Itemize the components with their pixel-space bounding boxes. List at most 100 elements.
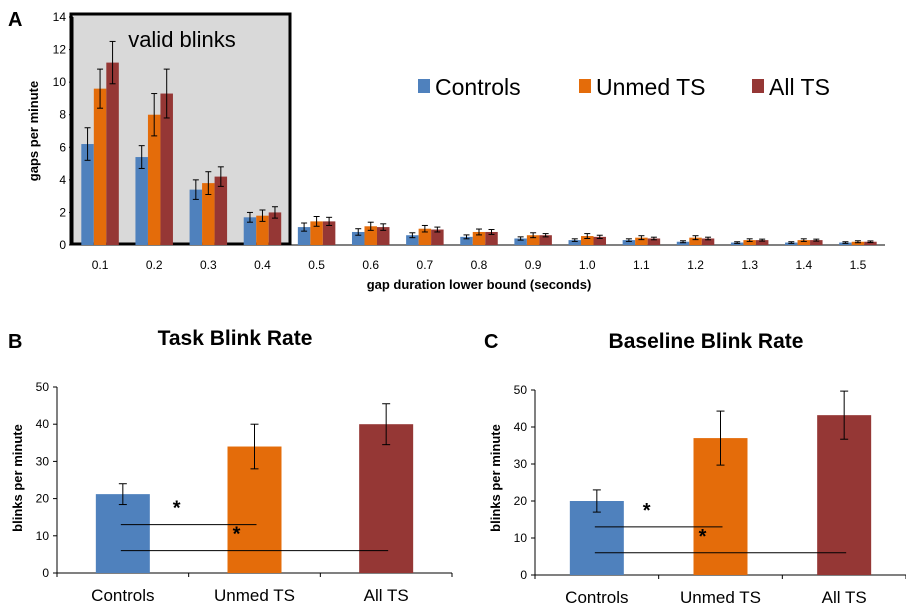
y-tick-label-c: 50: [514, 383, 528, 397]
y-tick-label-c: 20: [514, 494, 528, 508]
bar-a-all-ts: [593, 236, 607, 245]
bar-a-controls: [676, 241, 690, 245]
legend-label-unmed-ts: Unmed TS: [596, 74, 706, 100]
bar-a-all-ts: [810, 240, 823, 245]
x-tick-label-a: 0.1: [92, 258, 109, 272]
x-tick-label-a: 0.8: [471, 258, 488, 272]
x-tick-label-a: 1.5: [850, 258, 867, 272]
plot-b: 0 10 20 30 40 50 Controls Unmed TS All TS * * blink…: [10, 380, 453, 605]
legend-swatch-unmed-ts: [579, 79, 591, 93]
y-tick-label-c: 10: [514, 531, 528, 545]
x-tick-label-a: 0.2: [146, 258, 163, 272]
chart-title-c: Baseline Blink Rate: [609, 330, 804, 353]
bar-a-controls: [514, 238, 527, 245]
x-tick-label-a: 1.2: [687, 258, 704, 272]
x-tick-label-c: Controls: [565, 588, 628, 607]
bar-a-unmed-ts: [202, 183, 215, 245]
panel-label-a: A: [8, 9, 22, 31]
bar-a-all-ts: [160, 93, 173, 246]
x-tick-label-a: 0.5: [308, 258, 325, 272]
y-tick-label-a: 0: [59, 238, 66, 252]
bar-a-all-ts: [647, 238, 661, 245]
y-tick-label-a: 10: [53, 75, 67, 89]
y-tick-label-b: 40: [36, 417, 50, 431]
x-tick-label-b: All TS: [364, 586, 409, 605]
y-tick-label-a: 6: [59, 140, 66, 154]
bar-a-controls: [406, 235, 419, 245]
y-tick-label-a: 8: [59, 108, 66, 122]
bar-a-controls: [351, 231, 365, 245]
bar-a-controls: [568, 240, 582, 245]
bar-a-all-ts: [431, 229, 444, 245]
bar-a-all-ts: [106, 62, 119, 245]
bar-a-all-ts: [322, 221, 336, 245]
bar-a-all-ts: [701, 238, 715, 245]
bar-a-unmed-ts: [310, 221, 323, 245]
y-tick-label-c: 40: [514, 420, 528, 434]
x-tick-label-a: 1.0: [579, 258, 596, 272]
y-tick-label-b: 30: [36, 454, 50, 468]
bar-a-unmed-ts: [93, 88, 107, 246]
y-tick-label-b: 10: [36, 529, 50, 543]
x-tick-label-b: Unmed TS: [214, 586, 295, 605]
bar-a-unmed-ts: [472, 231, 486, 245]
bar-a-unmed-ts: [689, 237, 702, 245]
y-tick-label-b: 20: [36, 492, 50, 506]
x-tick-label-a: 0.7: [417, 258, 434, 272]
bar-a-unmed-ts: [635, 237, 648, 245]
x-tick-label-a: 0.4: [254, 258, 271, 272]
bar-a-all-ts: [268, 212, 282, 245]
bar-a-controls: [243, 217, 257, 245]
bar-a-unmed-ts: [364, 226, 377, 245]
bar-a-controls: [460, 236, 473, 245]
plot-a: valid blinks 0 2 4 6 8 10 12 14 0.1 0.2 0.3 0.4 0.5 0.…: [26, 10, 885, 292]
bar-a-controls: [135, 157, 148, 245]
plot-c: 0 10 20 30 40 50 Controls Unmed TS All TS * * blink…: [488, 383, 906, 607]
y-tick-label-a: 4: [59, 173, 66, 187]
y-tick-label-a: 14: [53, 10, 67, 24]
bar-a-unmed-ts: [418, 228, 432, 245]
bar-c-all-ts: [817, 415, 872, 575]
bar-a-controls: [622, 240, 636, 245]
bar-a-all-ts: [864, 241, 877, 245]
bar-c-controls: [569, 501, 624, 575]
bar-a-all-ts: [214, 176, 228, 245]
legend-label-all-ts: All TS: [769, 74, 830, 100]
x-tick-label-a: 1.1: [633, 258, 650, 272]
x-axis-label-a: gap duration lower bound (seconds): [367, 277, 592, 292]
y-axis-label-c: blinks per minute: [488, 424, 503, 532]
chart-title-b: Task Blink Rate: [158, 327, 313, 350]
bar-a-all-ts: [485, 231, 498, 245]
bar-a-controls: [297, 227, 311, 245]
legend-label-controls: Controls: [435, 74, 521, 100]
bar-a-unmed-ts: [581, 236, 594, 245]
y-tick-label-a: 12: [53, 43, 67, 57]
legend-swatch-controls: [418, 79, 430, 93]
valid-blinks-label: valid blinks: [128, 27, 236, 52]
bar-a-unmed-ts: [526, 235, 540, 245]
bar-a-unmed-ts: [797, 240, 811, 245]
bar-a-controls: [189, 189, 203, 245]
x-tick-label-a: 0.9: [525, 258, 542, 272]
bar-a-unmed-ts: [256, 215, 269, 245]
significance-marker-c: *: [699, 526, 707, 548]
y-tick-label-a: 2: [59, 205, 66, 219]
x-tick-label-b: Controls: [91, 586, 154, 605]
y-axis-label-b: blinks per minute: [10, 424, 25, 532]
significance-marker-c: *: [643, 500, 651, 522]
panel-label-b: B: [8, 331, 22, 353]
bar-a-all-ts: [376, 227, 390, 245]
y-tick-label-c: 30: [514, 457, 528, 471]
significance-marker-b: *: [173, 498, 181, 520]
y-tick-label-b: 0: [42, 566, 49, 580]
y-tick-label-c: 0: [520, 568, 527, 582]
x-tick-label-c: Unmed TS: [680, 588, 761, 607]
bar-a-unmed-ts: [147, 114, 161, 245]
x-tick-label-c: All TS: [822, 588, 867, 607]
x-tick-label-a: 0.6: [362, 258, 379, 272]
significance-marker-b: *: [233, 524, 241, 546]
legend-swatch-all-ts: [752, 79, 764, 93]
x-tick-label-a: 1.3: [741, 258, 758, 272]
bar-a-all-ts: [755, 240, 769, 245]
